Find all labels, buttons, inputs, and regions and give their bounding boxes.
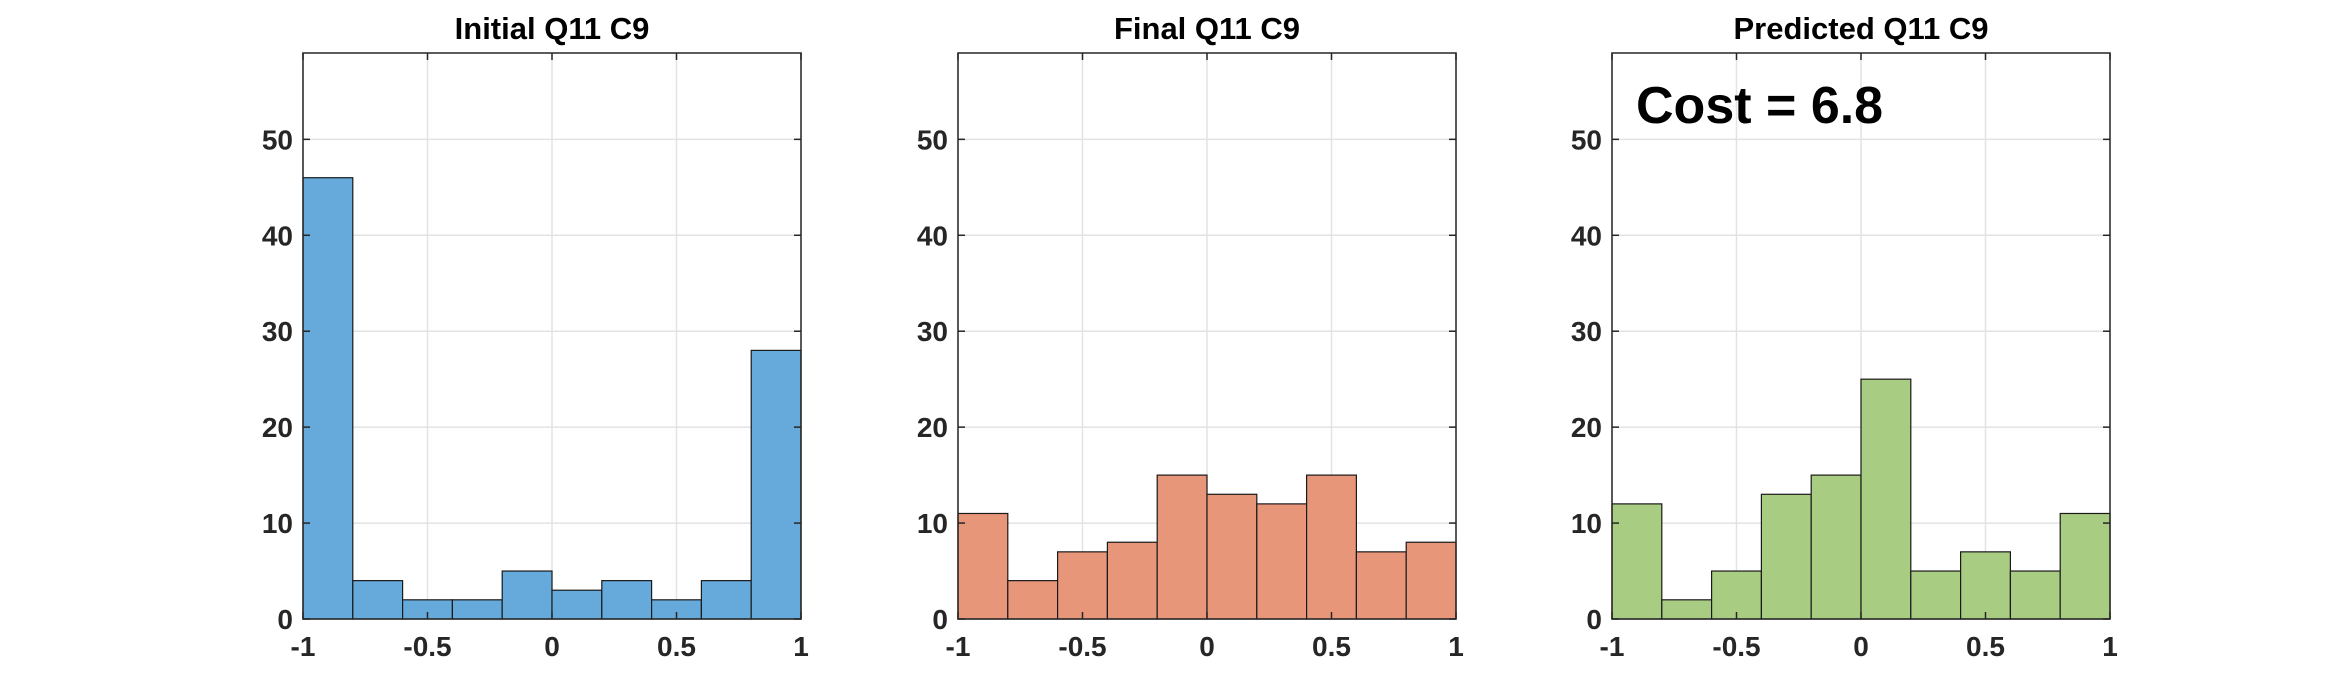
histogram-bar (352, 580, 404, 620)
histogram-bar (451, 599, 503, 620)
x-tick-label: -0.5 (1058, 631, 1106, 662)
y-tick-label: 0 (1586, 604, 1602, 635)
x-tick-label: -0.5 (403, 631, 451, 662)
histogram-bar (2059, 512, 2111, 620)
histogram-bar (302, 177, 354, 620)
x-tick-label: 1 (793, 631, 809, 662)
y-tick-label: 50 (1571, 124, 1602, 155)
x-tick-label: -0.5 (1712, 631, 1760, 662)
histogram-bar (1106, 541, 1158, 620)
y-tick-label: 40 (917, 220, 948, 251)
cost-annotation: Cost = 6.8 (1636, 77, 1883, 135)
histogram-bar (1256, 503, 1308, 620)
histogram-bar (1760, 493, 1812, 620)
y-tick-label: 0 (277, 604, 293, 635)
histogram-bar (1959, 551, 2011, 620)
chart-title: Final Q11 C9 (1114, 11, 1300, 46)
x-tick-label: 0.5 (657, 631, 696, 662)
x-tick-label: 1 (1448, 631, 1464, 662)
histogram-bar (1355, 551, 1407, 620)
histogram-bar (700, 580, 752, 620)
y-tick-label: 20 (262, 412, 293, 443)
histogram-bar (1611, 503, 1663, 620)
histogram-bar (1405, 541, 1457, 620)
histogram-bar (957, 512, 1009, 620)
y-tick-label: 0 (932, 604, 948, 635)
histogram-bar (1710, 570, 1762, 620)
y-tick-label: 10 (262, 508, 293, 539)
histogram-bar (601, 580, 653, 620)
y-tick-label: 30 (1571, 316, 1602, 347)
y-tick-label: 10 (1571, 508, 1602, 539)
x-tick-label: 1 (2102, 631, 2118, 662)
histogram-bar (1007, 580, 1059, 620)
histogram-bar (1910, 570, 1962, 620)
histogram-bar (1305, 474, 1357, 620)
y-tick-label: 50 (262, 124, 293, 155)
histogram-bar (1860, 378, 1912, 620)
chart-title: Predicted Q11 C9 (1733, 11, 1988, 46)
histogram-bar (1810, 474, 1862, 620)
x-tick-label: -1 (946, 631, 971, 662)
chart-title: Initial Q11 C9 (455, 11, 650, 46)
x-tick-label: 0 (544, 631, 560, 662)
y-tick-label: 30 (262, 316, 293, 347)
histogram-bar (501, 570, 553, 620)
x-tick-label: 0 (1853, 631, 1869, 662)
histogram-bar (1206, 493, 1258, 620)
y-tick-label: 40 (1571, 220, 1602, 251)
histogram-bar (2009, 570, 2061, 620)
x-tick-label: 0.5 (1966, 631, 2005, 662)
y-tick-label: 20 (917, 412, 948, 443)
x-tick-label: 0.5 (1312, 631, 1351, 662)
y-tick-label: 50 (917, 124, 948, 155)
y-tick-label: 30 (917, 316, 948, 347)
x-tick-label: 0 (1199, 631, 1215, 662)
y-tick-label: 10 (917, 508, 948, 539)
histogram-bar (1156, 474, 1208, 620)
y-tick-label: 20 (1571, 412, 1602, 443)
x-tick-label: -1 (291, 631, 316, 662)
x-tick-label: -1 (1600, 631, 1625, 662)
histogram-bar (551, 589, 603, 620)
y-tick-label: 40 (262, 220, 293, 251)
histogram-bar (750, 349, 802, 620)
histogram-bar (1661, 599, 1713, 620)
histogram-bar (1056, 551, 1108, 620)
